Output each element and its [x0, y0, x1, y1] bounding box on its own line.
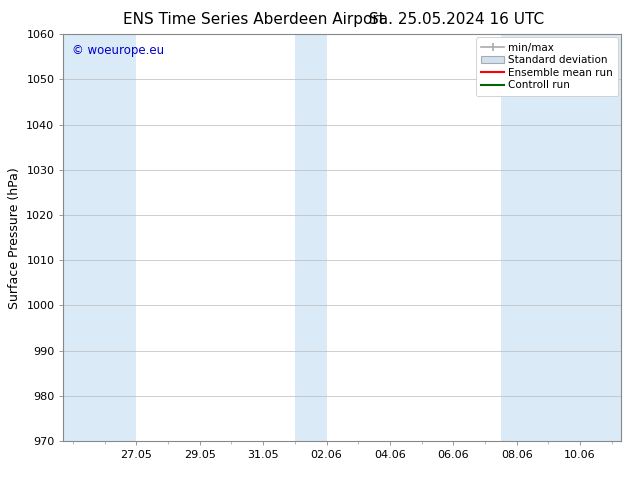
Legend: min/max, Standard deviation, Ensemble mean run, Controll run: min/max, Standard deviation, Ensemble me…: [476, 37, 618, 96]
Bar: [63, 34, 136, 441]
Bar: [501, 34, 621, 441]
Text: ENS Time Series Aberdeen Airport: ENS Time Series Aberdeen Airport: [123, 12, 384, 27]
Bar: [295, 34, 327, 441]
Y-axis label: Surface Pressure (hPa): Surface Pressure (hPa): [8, 167, 21, 309]
Text: Sa. 25.05.2024 16 UTC: Sa. 25.05.2024 16 UTC: [369, 12, 544, 27]
Text: © woeurope.eu: © woeurope.eu: [72, 45, 164, 57]
